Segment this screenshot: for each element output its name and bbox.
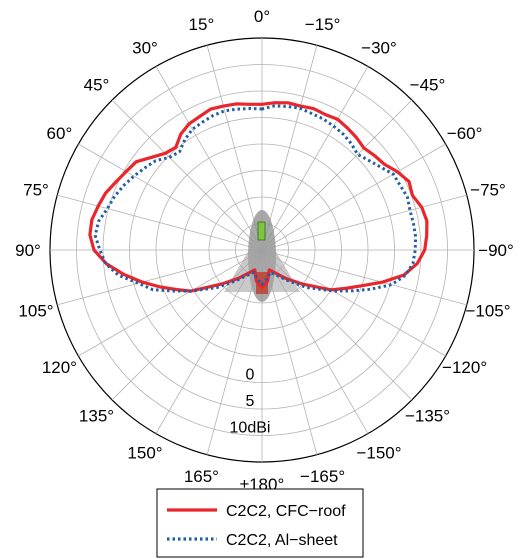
grid-spoke	[261, 45, 318, 251]
antenna-roof-marker	[257, 221, 266, 241]
angle-tick-label: 30°	[132, 38, 158, 57]
grid-spoke	[57, 194, 263, 251]
grid-spoke	[111, 99, 263, 251]
angle-tick-label: 135°	[79, 407, 114, 426]
angle-tick-label: −90°	[478, 241, 514, 260]
grid-spoke	[261, 99, 413, 251]
grid-spoke	[155, 66, 263, 251]
grid-spoke	[78, 143, 263, 251]
angle-tick-label: 90°	[15, 241, 41, 260]
angle-tick-label: 15°	[189, 15, 215, 34]
series-layer	[88, 101, 429, 293]
angle-tick-label: 60°	[47, 124, 73, 143]
angle-tick-label: 0°	[254, 7, 270, 26]
grid-spoke	[261, 66, 369, 251]
angle-tick-label: 45°	[84, 76, 110, 95]
grid-spoke	[261, 249, 467, 306]
angle-tick-label: 165°	[184, 467, 219, 486]
grid-spoke	[206, 45, 263, 251]
angle-tick-label: −150°	[356, 444, 401, 463]
angle-tick-label: −165°	[300, 467, 345, 486]
legend-label-cfc-roof: C2C2, CFC−roof	[226, 503, 346, 520]
angle-tick-label: 120°	[42, 358, 77, 377]
angle-tick-label: −135°	[405, 407, 450, 426]
angle-tick-label: −120°	[442, 358, 487, 377]
radial-tick-label: 0	[246, 367, 255, 384]
legend-label-al-sheet: C2C2, Al−sheet	[226, 532, 338, 549]
grid-spoke	[261, 249, 446, 357]
angle-tick-labels: 0° 15° 30° 45° 60° 75° 90° 105° 120° 135° 150° 165°…	[15, 7, 514, 494]
angle-tick-label: 150°	[127, 444, 162, 463]
legend-box	[156, 488, 364, 558]
radial-tick-label: 5	[246, 393, 255, 410]
angle-tick-label: −60°	[447, 124, 483, 143]
grid-spoke	[261, 194, 467, 251]
series-line-0	[88, 101, 429, 293]
angle-tick-label: 105°	[18, 302, 53, 321]
grid-spoke	[261, 143, 446, 251]
radial-tick-label: 10dBi	[230, 420, 271, 437]
angle-tick-label: −15°	[305, 15, 341, 34]
grid-spoke	[78, 249, 263, 357]
angle-tick-label: −105°	[465, 302, 510, 321]
legend: C2C2, CFC−roof C2C2, Al−sheet	[156, 488, 364, 558]
radial-tick-labels: 0 5 10dBi	[230, 367, 271, 437]
angle-tick-label: 75°	[23, 180, 49, 199]
angle-tick-label: −30°	[361, 38, 397, 57]
angle-tick-label: −75°	[470, 180, 506, 199]
grid-spoke	[57, 249, 263, 306]
series-line-1	[93, 104, 418, 293]
angle-tick-label: −45°	[410, 76, 446, 95]
